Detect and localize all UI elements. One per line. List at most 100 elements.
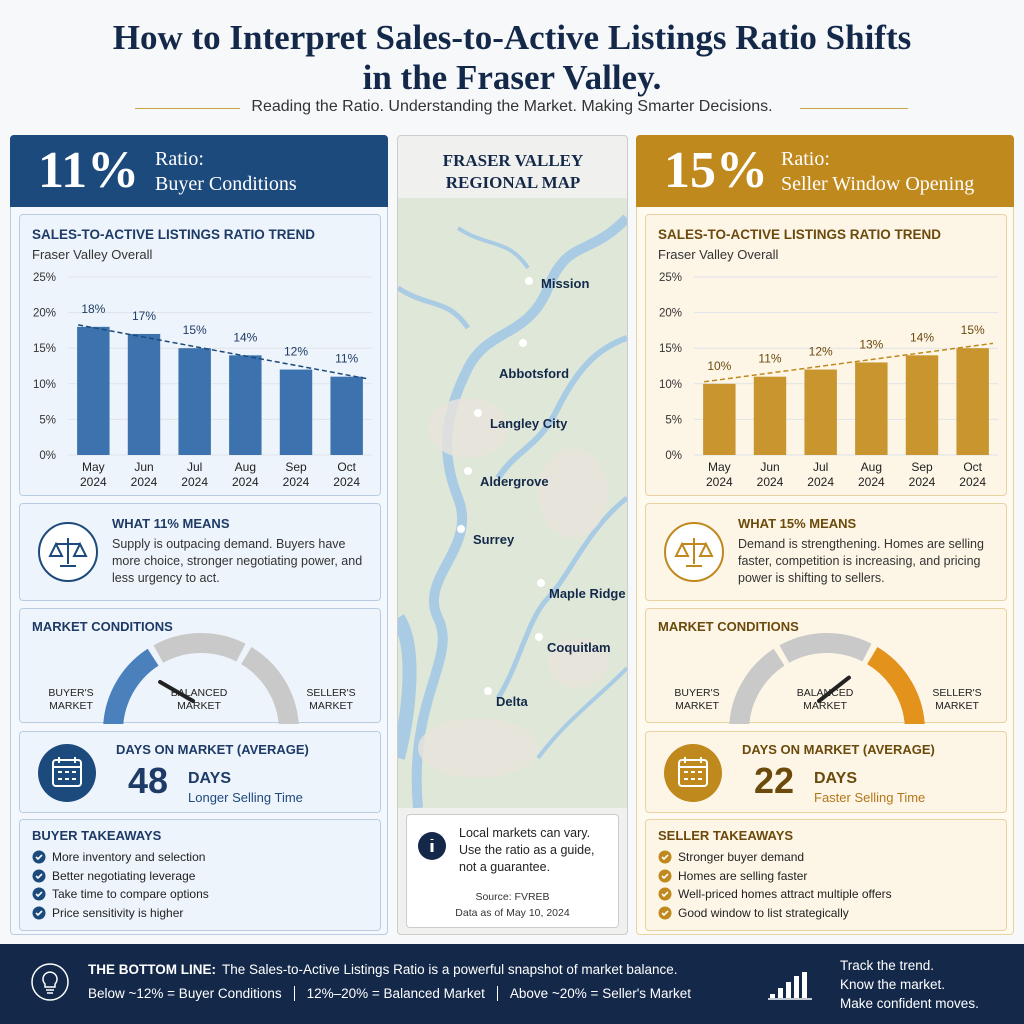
gauge [729, 633, 925, 724]
value-label: 12% [284, 345, 308, 359]
ranges: Below ~12% = Buyer Conditions 12%–20% = B… [88, 986, 703, 1001]
ratio-condition: Seller Window Opening [781, 173, 975, 195]
x-tick-label: Sep 2024 [282, 460, 310, 489]
conditions-card: MARKET CONDITIONS BUYER'S MARKET BALANCED … [645, 608, 1007, 724]
value-label: 11% [758, 352, 781, 366]
bar [127, 333, 161, 455]
days-unit: DAYS [188, 770, 231, 787]
bar [753, 376, 787, 455]
calendar-icon [664, 744, 722, 802]
icon-glyph [770, 994, 775, 998]
conditions-title: MARKET CONDITIONS [658, 619, 799, 634]
chart-subtitle: Fraser Valley Overall [658, 247, 779, 262]
urban-area [538, 448, 608, 538]
x-tick-label: May 2024 [705, 460, 733, 489]
check-icon [32, 887, 46, 901]
bar [703, 383, 736, 455]
gauge-needle [817, 675, 851, 703]
x-tick-label: Oct 2024 [333, 460, 360, 489]
check-icon [658, 887, 672, 901]
ratio-label: Ratio: [781, 148, 830, 170]
check-icon [32, 906, 46, 919]
value-label: 18% [81, 302, 105, 316]
value-label: 13% [859, 337, 883, 351]
takeaways-title: SELLER TAKEAWAYS [658, 828, 794, 843]
gauge-segment [103, 648, 159, 724]
x-tick-label: Oct 2024 [959, 460, 986, 489]
note-text: Local markets can vary. Use the ratio as… [459, 826, 595, 874]
motto-line: Track the trend. [840, 958, 935, 973]
place-label: Maple Ridge [549, 586, 626, 601]
icon-glyph [778, 988, 783, 998]
icon-glyph [794, 976, 799, 998]
bars-icon [768, 972, 812, 1000]
y-tick-label: 15% [659, 343, 682, 355]
bar [229, 355, 262, 455]
icon-glyph [674, 538, 714, 567]
river [398, 614, 417, 760]
x-tick-label: Jul 2024 [181, 460, 208, 489]
page-title: How to Interpret Sales-to-Active Listing… [112, 18, 912, 97]
map-pin-dot [464, 467, 472, 475]
ratio-value: 15% [664, 142, 768, 199]
y-tick-label: 0% [39, 450, 56, 462]
panel-header: 11% Ratio: Buyer Conditions [10, 135, 388, 207]
map-pin-dot [535, 633, 543, 641]
takeaway-item: More inventory and selection [52, 850, 206, 864]
bar [905, 355, 939, 455]
map-title: FRASER VALLEY REGIONAL MAP [442, 151, 584, 192]
takeaway-item: Better negotiating leverage [52, 868, 196, 883]
days-note: Faster Selling Time [814, 790, 926, 805]
takeaway-item: Good window to list strategically [678, 905, 849, 920]
trend-line [77, 324, 368, 380]
x-tick-label: Jun 2024 [130, 460, 158, 489]
chart-card: SALES-TO-ACTIVE LISTINGS RATIO TREND Fras… [645, 214, 1007, 496]
calendar-icon [38, 744, 96, 802]
bar [279, 369, 313, 455]
bar-chart: 0% 5% 10% 15% 20% 25% 10% 11% 12% 13% 14% 15% [659, 272, 998, 462]
divider [135, 108, 240, 109]
bar [956, 348, 989, 455]
chart-title: SALES-TO-ACTIVE LISTINGS RATIO TREND [658, 227, 942, 242]
check-icon [658, 850, 672, 864]
river [536, 666, 627, 760]
icon-glyph [42, 971, 58, 994]
meaning-card: WHAT 15% MEANS Demand is strengthening. H… [645, 503, 1007, 601]
meaning-text: Demand is strengthening. Homes are selli… [738, 537, 984, 585]
river [495, 496, 627, 700]
bar [178, 348, 211, 455]
days-title: DAYS ON MARKET (AVERAGE) [742, 742, 935, 757]
motto-line: Make confident moves. [840, 996, 979, 1011]
takeaway-item: Price sensitivity is higher [52, 905, 184, 920]
scale-icon [38, 522, 98, 582]
bar-chart: 0% 5% 10% 15% 20% 25% 18% 17% 15% 14% 12% 11% [33, 272, 372, 462]
trend-line [704, 342, 994, 383]
range-item: Below ~12% = Buyer Conditions [88, 986, 282, 1001]
icon-glyph [35, 872, 43, 879]
conditions-title: MARKET CONDITIONS [32, 619, 173, 634]
x-tick-label: Sep 2024 [908, 460, 936, 489]
value-label: 15% [961, 323, 985, 337]
days-card: DAYS ON MARKET (AVERAGE) 22 DAYS Faster Sel… [645, 731, 1007, 813]
place-label: Mission [541, 276, 589, 291]
takeaway-item: Homes are selling faster [678, 868, 808, 883]
days-card: DAYS ON MARKET (AVERAGE) 48 DAYS Longer Sel… [19, 731, 381, 813]
map-pin-dot [484, 687, 492, 695]
map-pin-dot [525, 277, 533, 285]
bar [77, 326, 110, 455]
icon-glyph [661, 891, 669, 898]
icon-glyph [661, 909, 669, 916]
panel: 15% Ratio: Seller Window Opening SALES-TO-A… [636, 135, 1014, 935]
check-icon [32, 869, 46, 882]
urban-area [548, 638, 608, 688]
value-label: 11% [335, 352, 358, 366]
icon-glyph [52, 759, 82, 787]
x-tick-label: Aug 2024 [857, 460, 885, 489]
ratio-label: Ratio: [155, 148, 204, 170]
y-tick-label: 5% [665, 414, 682, 426]
urban-area [428, 398, 508, 458]
icon-glyph [679, 757, 707, 780]
chart-card: SALES-TO-ACTIVE LISTINGS RATIO TREND Fras… [19, 214, 381, 496]
icon-glyph [802, 972, 807, 998]
